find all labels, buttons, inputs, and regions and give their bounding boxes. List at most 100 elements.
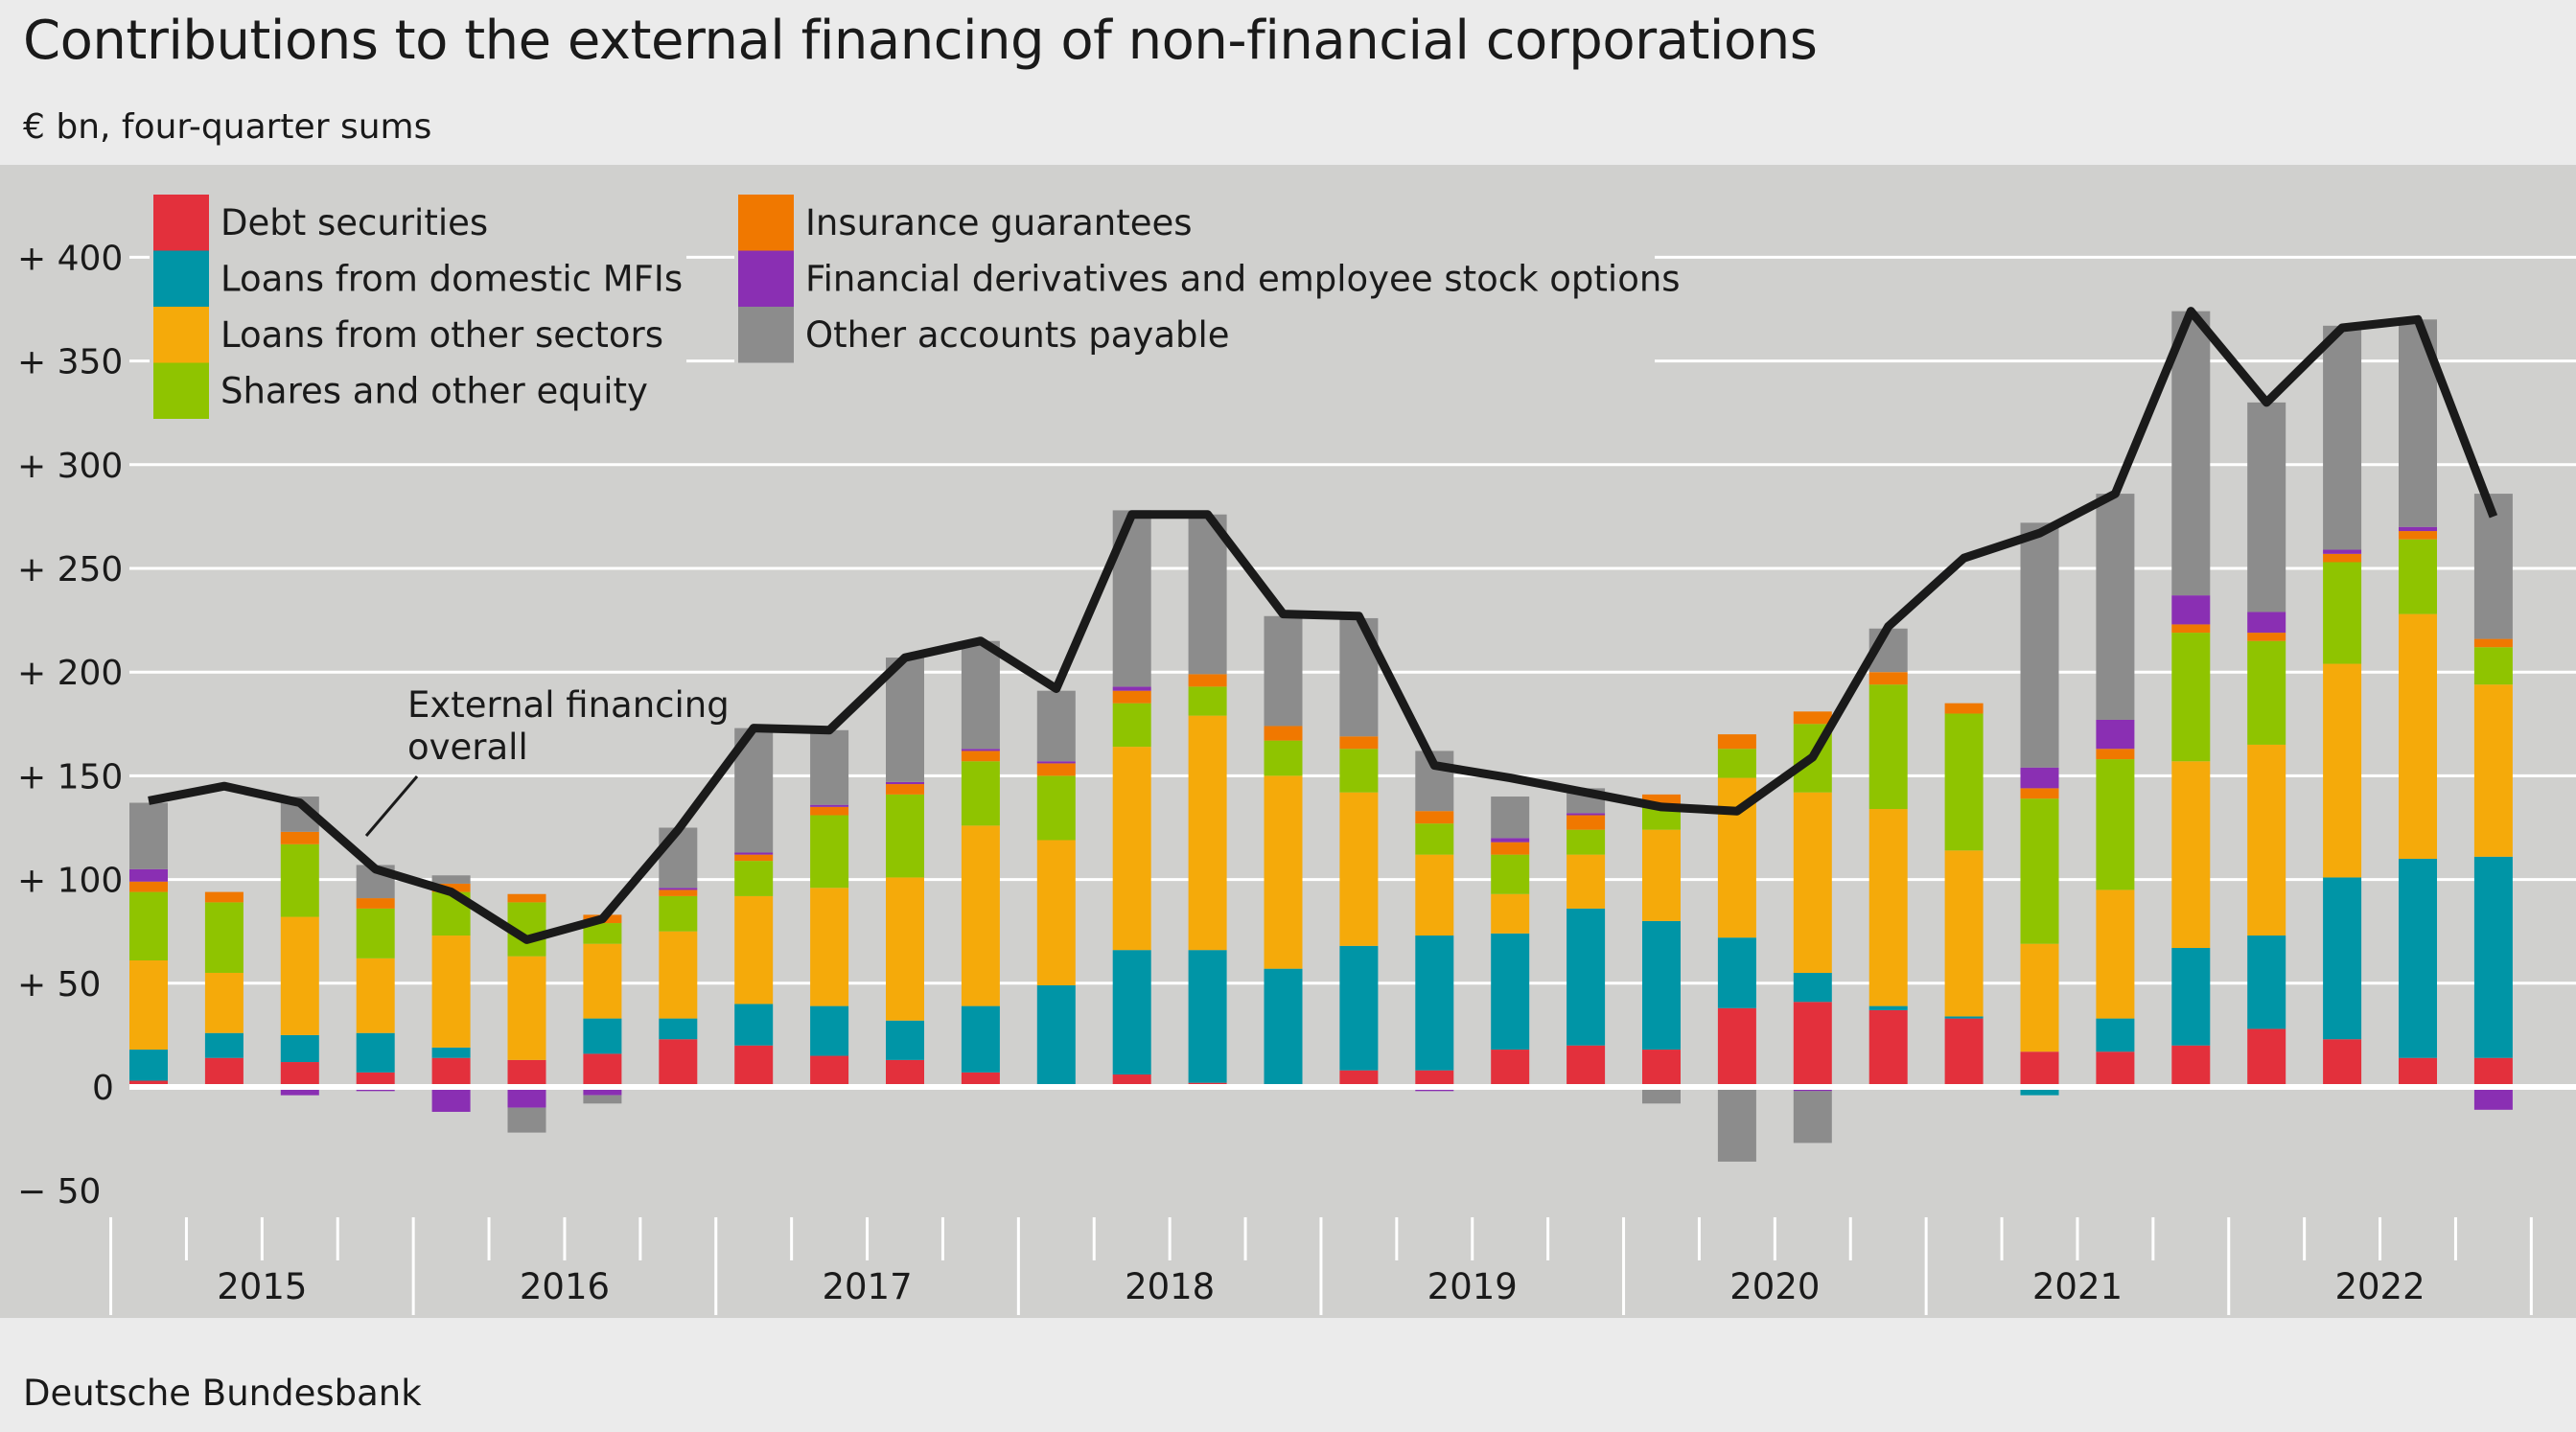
- bar-segment-0: [1793, 1002, 1832, 1087]
- bar-segment-1: [1264, 968, 1303, 1085]
- bar-segment-0: [2171, 1045, 2211, 1087]
- bar-segment-2: [2473, 684, 2513, 857]
- bar-segment-5: [961, 749, 1000, 751]
- bar-segment-4: [1491, 842, 1530, 855]
- bar-segment-1: [2323, 877, 2362, 1040]
- bar-segment-1: [2096, 1018, 2135, 1052]
- bar-segment-6: [2473, 494, 2513, 639]
- bar-segment-1: [1717, 937, 1756, 1008]
- bar-segment-1: [1491, 933, 1530, 1051]
- bar-segment-2: [1944, 850, 1984, 1017]
- bar-segment-0: [1642, 1050, 1681, 1087]
- bar-segment-4: [129, 881, 168, 892]
- bar-segment-4: [810, 806, 849, 816]
- bar-segment-0: [280, 1062, 319, 1087]
- bar-segment-4: [1036, 763, 1076, 776]
- legend-label: Loans from other sectors: [220, 314, 663, 356]
- bar-segment-1: [583, 1018, 622, 1054]
- bar-segment-1: [886, 1020, 924, 1060]
- bar-segment-6: [1264, 615, 1303, 727]
- bar-segment-4: [2473, 638, 2513, 648]
- bar-segment-0: [1339, 1070, 1379, 1087]
- legend-label: Shares and other equity: [220, 371, 648, 412]
- bar-segment-2: [961, 825, 1000, 1006]
- bar-segment-2: [2020, 943, 2059, 1052]
- bar-segment-0: [1112, 1074, 1151, 1087]
- bar-segment-4: [280, 831, 319, 844]
- y-tick-label: + 400: [17, 239, 123, 278]
- bar-segment-2: [1566, 854, 1606, 909]
- bar-segment-1: [1036, 984, 1076, 1085]
- bar-segment-5: [280, 1087, 319, 1096]
- bar-segment-0: [1717, 1007, 1756, 1087]
- bar-segment-5: [507, 1087, 546, 1108]
- bar-segment-5: [734, 852, 774, 855]
- legend-background: [150, 191, 686, 421]
- legend-label: Loans from domestic MFIs: [220, 259, 683, 300]
- bar-segment-2: [1264, 775, 1303, 969]
- bar-segment-0: [507, 1059, 546, 1087]
- legend-swatch: [153, 195, 209, 251]
- x-year-label: 2018: [1125, 1266, 1215, 1307]
- bar-segment-4: [507, 893, 546, 903]
- bar-segment-0: [583, 1053, 622, 1087]
- bar-segment-3: [2473, 647, 2513, 685]
- bar-segment-3: [2096, 759, 2135, 890]
- bar-segment-4: [659, 889, 698, 896]
- bar-segment-6: [1793, 1091, 1832, 1143]
- bar-segment-4: [2323, 553, 2362, 563]
- bar-segment-2: [1793, 792, 1832, 973]
- bar-segment-5: [2096, 719, 2135, 750]
- bar-segment-0: [1868, 1009, 1908, 1087]
- bar-segment-5: [1566, 813, 1606, 816]
- x-year-label: 2020: [1729, 1266, 1820, 1307]
- y-tick-label: 0: [92, 1069, 114, 1108]
- legend-label: Other accounts payable: [805, 314, 1230, 356]
- bar-segment-0: [1491, 1050, 1530, 1087]
- y-tick-label: + 50: [17, 965, 101, 1005]
- bar-segment-3: [129, 891, 168, 960]
- x-year-label: 2019: [1427, 1266, 1518, 1307]
- y-tick-label: + 300: [17, 447, 123, 486]
- bar-segment-4: [1264, 726, 1303, 741]
- bar-segment-0: [810, 1055, 849, 1087]
- bar-segment-1: [1868, 1005, 1908, 1010]
- bar-segment-3: [1188, 686, 1227, 716]
- bar-segment-3: [1868, 684, 1908, 810]
- bar-segment-6: [1642, 1087, 1681, 1104]
- bar-segment-2: [280, 916, 319, 1035]
- bar-segment-0: [2096, 1051, 2135, 1087]
- bar-segment-2: [1188, 715, 1227, 951]
- bar-segment-3: [583, 923, 622, 944]
- legend-label: Insurance guarantees: [805, 202, 1193, 243]
- bar-segment-1: [1566, 908, 1606, 1046]
- bar-segment-6: [2323, 325, 2362, 550]
- bar-segment-2: [659, 931, 698, 1019]
- bar-segment-4: [1566, 815, 1606, 830]
- bar-segment-1: [2171, 948, 2211, 1046]
- y-tick-label: + 350: [17, 343, 123, 382]
- legend-swatch: [738, 195, 794, 251]
- bar-segment-6: [431, 875, 471, 884]
- bar-segment-3: [204, 902, 244, 973]
- bar-segment-6: [2247, 402, 2286, 612]
- bar-segment-1: [1944, 1016, 1984, 1019]
- y-axis: + 400 + 350 + 300 + 250 + 200 + 150 + 100 + 50 0…: [17, 239, 123, 1212]
- x-year-label: 2022: [2334, 1266, 2425, 1307]
- x-year-label: 2015: [217, 1266, 307, 1307]
- bar-segment-6: [2096, 494, 2135, 720]
- bar-segment-4: [734, 854, 774, 862]
- legend-swatch: [153, 362, 209, 419]
- bar-segment-3: [2020, 798, 2059, 944]
- bar-segment-1: [280, 1034, 319, 1063]
- bar-segment-0: [2323, 1039, 2362, 1087]
- bar-segment-3: [2171, 633, 2211, 762]
- legend-swatch: [153, 250, 209, 307]
- bar-segment-4: [356, 898, 395, 909]
- bars: [129, 311, 2576, 1162]
- bar-segment-0: [886, 1059, 924, 1087]
- bar-segment-2: [129, 959, 168, 1051]
- bar-segment-0: [2247, 1028, 2286, 1087]
- bar-segment-6: [507, 1107, 546, 1133]
